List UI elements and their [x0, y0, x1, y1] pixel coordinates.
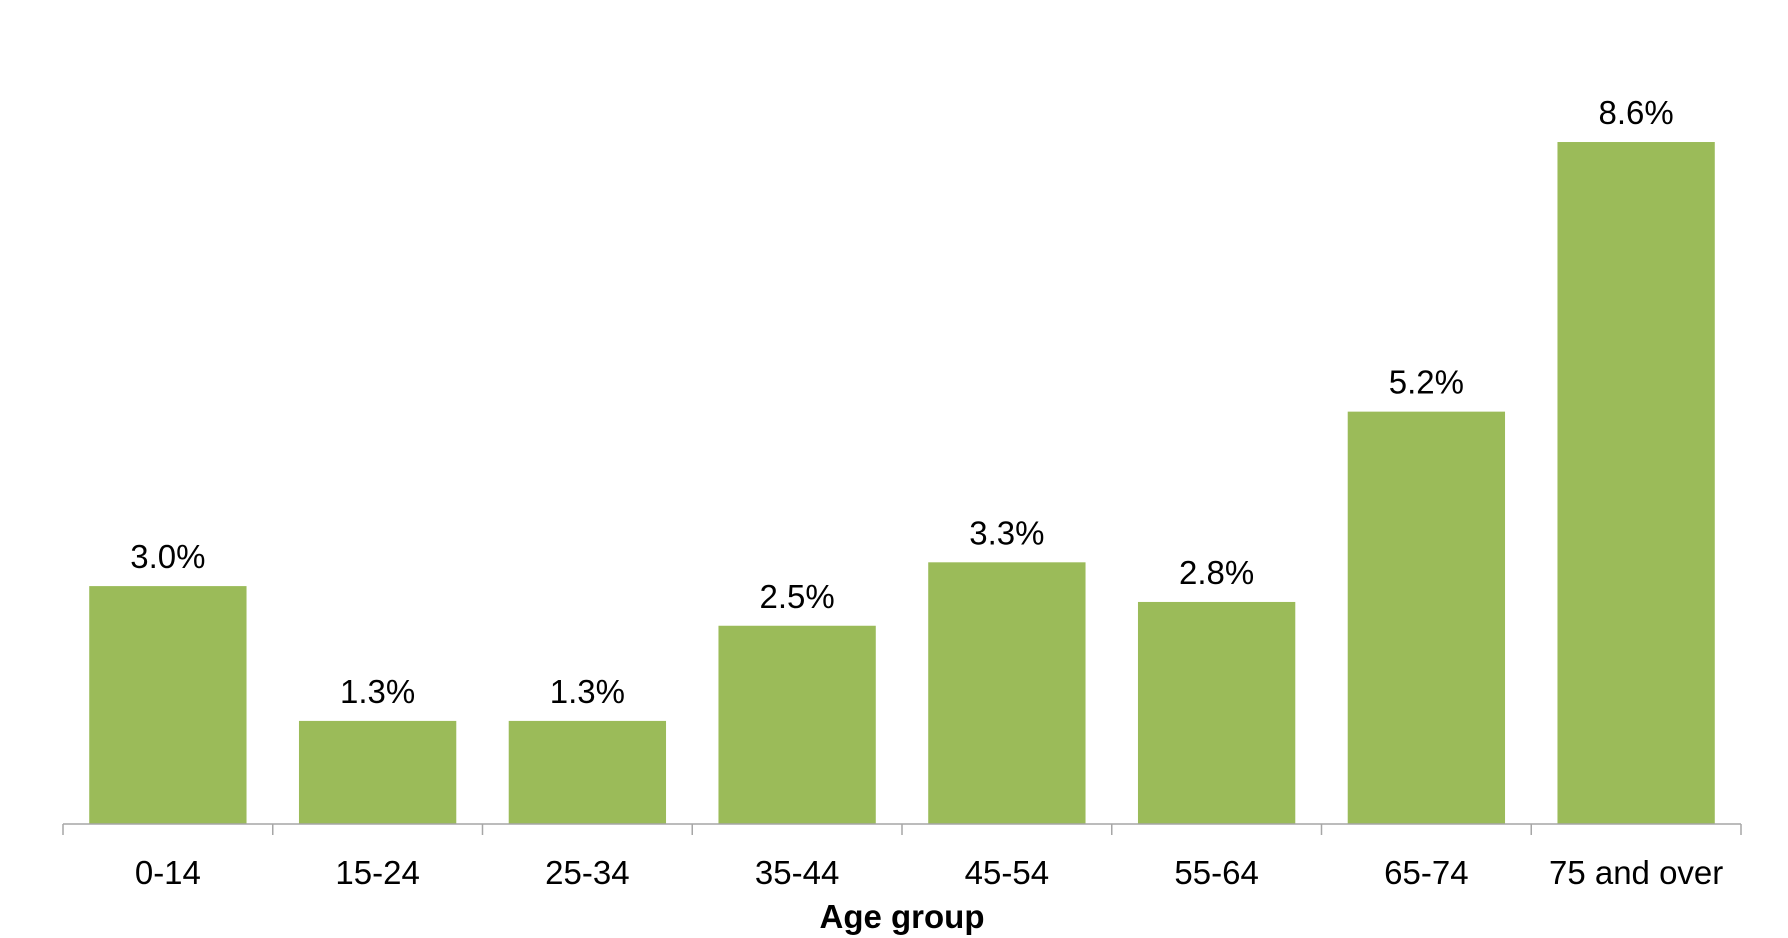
bars — [89, 142, 1715, 824]
x-tick-label: 35-44 — [755, 854, 839, 891]
bar-55-64 — [1137, 601, 1296, 824]
bar-45-54 — [928, 562, 1086, 824]
bar-15-24 — [298, 720, 457, 824]
bar-25-34 — [508, 720, 667, 824]
data-label: 2.5% — [760, 578, 835, 615]
bar-0-14 — [89, 586, 247, 824]
data-label: 2.8% — [1179, 554, 1254, 591]
x-tick-label: 45-54 — [965, 854, 1049, 891]
x-tick-label: 65-74 — [1384, 854, 1468, 891]
bar-65-74 — [1347, 411, 1506, 824]
x-tick-label: 55-64 — [1174, 854, 1258, 891]
data-label: 3.3% — [969, 514, 1044, 551]
x-axis-title: Age group — [820, 898, 985, 935]
bar-35-44 — [718, 625, 876, 824]
data-labels: 3.0% 1.3% 1.3% 2.5% 3.3% 2.8% 5.2% 8.6% — [130, 94, 1673, 710]
data-label: 3.0% — [130, 538, 205, 575]
x-tick-label: 25-34 — [545, 854, 629, 891]
data-label: 1.3% — [340, 673, 415, 710]
data-label: 8.6% — [1599, 94, 1674, 131]
x-tick-label: 75 and over — [1549, 854, 1723, 891]
bar-75-and-over — [1557, 142, 1715, 824]
x-tick-label: 0-14 — [135, 854, 201, 891]
x-tick-labels: 0-14 15-24 25-34 35-44 45-54 55-64 65-74 75 and… — [135, 854, 1723, 891]
x-tick-label: 15-24 — [335, 854, 419, 891]
data-label: 1.3% — [550, 673, 625, 710]
data-label: 5.2% — [1389, 364, 1464, 401]
x-axis-ticks — [62, 824, 1742, 835]
